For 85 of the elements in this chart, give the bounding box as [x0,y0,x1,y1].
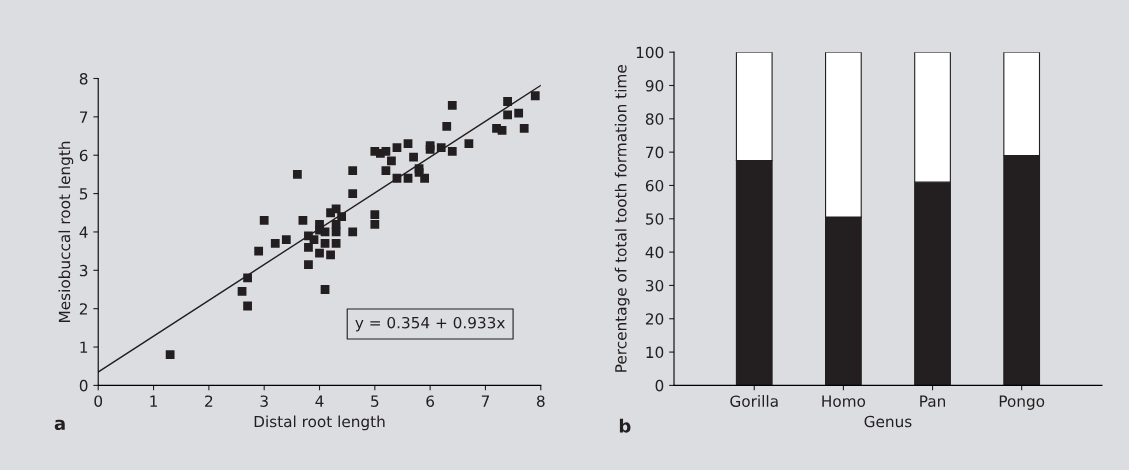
x-tick-label: 3 [260,395,268,407]
point [503,97,512,106]
point [381,166,391,175]
point [392,143,402,152]
x-tick-label: Pongo [999,395,1045,410]
annotation: y = 0.354 + 0.933x [355,316,505,332]
y-tick-label: 6 [79,149,88,162]
point [320,285,330,294]
point [514,108,524,118]
y-tick-label: 60 [645,179,664,192]
x-tick-label: 8 [536,395,545,407]
y-tick-label: 2 [79,303,87,315]
point [348,227,358,237]
point [298,216,308,225]
point [387,156,396,166]
x-tick-label: Gorilla [730,395,778,407]
point [237,287,247,296]
point [497,125,507,135]
point [409,152,418,162]
point [447,146,457,156]
point [254,246,264,256]
y-tick-label: 30 [646,279,664,292]
point [348,189,358,198]
x-tick-label: 2 [205,395,213,407]
x-tick-label: 1 [150,395,157,407]
y-tick-label: 90 [645,79,664,92]
x-tick-label: 4 [315,395,324,407]
y-tick-label: 40 [645,246,664,259]
y-tick-label: 1 [80,341,88,353]
point [315,248,324,258]
x-tick-label: 6 [426,395,435,407]
point [381,146,391,156]
point [309,235,319,245]
point [370,210,380,220]
point [165,350,175,360]
point [392,173,402,183]
point [259,216,269,225]
y-tick-label: 4 [79,226,88,238]
point [464,139,474,149]
y-tick-label: 0 [655,379,664,392]
y-tick-label: 8 [79,72,88,85]
y-tick-label: 0 [79,379,88,392]
text: a [54,419,65,431]
point [348,166,358,175]
x-tick-label: 5 [371,395,379,407]
y-tick-label: 3 [79,264,88,277]
x-tick-label: Homo [822,395,866,407]
y-tick-label: 20 [645,313,664,325]
y-tick-label: 5 [79,188,88,200]
y-tick-label: 50 [646,213,664,225]
y-tick-label: 7 [80,111,88,123]
point [519,123,529,133]
point [337,212,347,221]
point [243,301,252,311]
point [442,122,452,131]
point [530,91,540,101]
y-axis-title: Percentage of total tooth formation time [614,65,630,372]
x-axis-title: Distal root length [254,415,385,431]
point [436,143,446,152]
point [503,110,512,120]
x-axis-title: Genus [864,415,912,428]
point [281,235,291,245]
point [304,242,313,252]
point [425,145,435,154]
y-axis-title: Mesiobuccal root length [58,141,74,322]
point [243,273,252,283]
x-tick-label: 0 [94,395,103,407]
text: b [619,418,631,433]
point [270,239,280,248]
point [403,173,413,183]
y-tick-label: 100 [636,46,664,59]
point [331,239,341,248]
point [304,260,313,269]
y-tick-label: 10 [646,346,664,359]
x-tick-label: Pan [920,395,946,407]
y-tick-label: 70 [646,146,664,159]
point [326,250,335,260]
point [320,239,330,248]
point [292,170,302,179]
point [420,173,430,183]
point [447,100,457,110]
point [403,139,413,149]
x-tick-label: 7 [481,395,490,407]
y-tick-label: 80 [645,113,664,125]
point [370,219,380,229]
